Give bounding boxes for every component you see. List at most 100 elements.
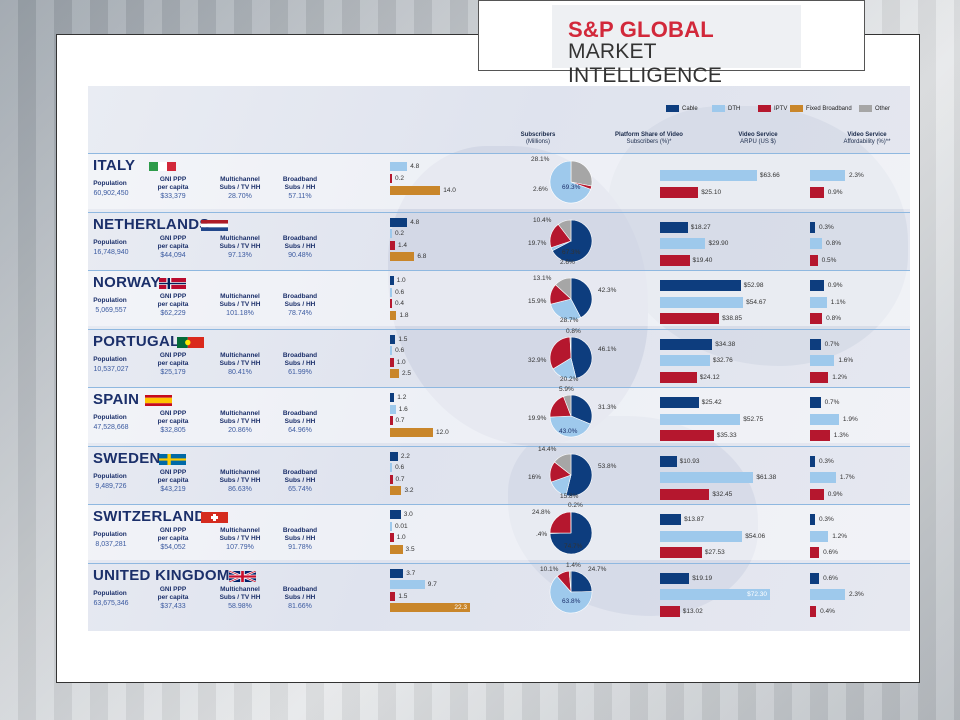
arpu-value: $27.53 [704,549,725,556]
logo-line-2: MARKET INTELLIGENCE [568,40,723,87]
afford-value: 0.6% [823,549,838,556]
afford-bar-dth [810,413,839,425]
broadband-value: 78.74% [288,310,312,317]
multichannel-value: 101.18% [226,310,254,317]
broadband-label: Broadband Subs / HH [272,527,328,543]
multichannel-label-line: Subs / TV HH [219,184,261,191]
arpu-bar-cable [660,280,741,291]
legend-label: DTH [728,106,741,113]
pie-label: 20.2% [560,375,579,383]
subs-value: 1.0 [396,358,406,366]
broadband-label: Broadband Subs / HH [272,586,328,602]
subs-bar-fixed-broadband [390,427,434,437]
subs-bar-fixed-broadband [390,486,402,495]
row-divider [88,387,910,388]
gni-value: $32,805 [160,427,186,434]
afford-value: 1.2% [832,373,848,381]
share-pie [549,394,593,438]
afford-bar-iptv [810,313,823,324]
arpu-value: $13.02 [682,607,703,615]
multichannel-label: Multichannel Subs / TV HH [210,469,270,485]
row-divider [88,153,910,154]
arpu-bar-dth [660,238,706,249]
arpu-bar-dth [660,589,770,600]
pie-label: 46.1% [598,345,617,353]
gni-label: GNI PPP per capita [148,352,198,368]
afford-bar-dth [810,296,827,308]
multichannel-label-line: Multichannel [220,585,260,593]
logo: S&P GLOBAL MARKET INTELLIGENCE [552,5,801,87]
flag-icon [201,218,228,231]
arpu-value: $32.76 [712,357,733,364]
subs-value: 0.7 [395,417,405,424]
gni-value: $62,229 [160,310,186,317]
multichannel-value: 28.70% [228,193,252,200]
pie-slice-dth [550,298,582,321]
multichannel-label-line: Multichannel [220,527,260,534]
pie-label: 28.7% [560,317,579,324]
afford-bar-iptv [810,605,817,617]
pie-slice-other [554,453,572,476]
pie-slice-other [555,277,572,300]
subs-value: 9.7 [427,581,437,588]
afford-bar-dth [810,170,845,181]
map-shape [388,146,648,446]
pie-label: 32.9% [528,356,547,364]
multichannel-label: Multichannel Subs / TV HH [210,352,270,368]
gni-label: GNI PPP per capita [148,410,198,426]
arpu-bar-dth [660,530,743,542]
gni-value: $43,219 [160,485,186,493]
gni-value: $54,052 [160,544,186,551]
broadband-value: 61.99% [288,368,312,376]
multichannel-value: 20.86% [228,427,252,434]
pie-label: 31.3% [598,404,617,411]
gni-label-line: GNI PPP [159,176,187,183]
row-divider [88,445,910,447]
multichannel-label: Multichannel Subs / TV HH [210,410,270,426]
subs-value: 0.2 [395,175,405,182]
pie-label: 2.6% [533,186,548,193]
flag-icon [149,159,176,171]
population-label: Population [93,472,127,480]
pie-label: 10.1% [540,565,559,573]
gni-label-line: per capita [157,359,189,367]
subs-value: 2.2 [400,452,410,460]
afford-bar-dth [810,355,835,366]
subs-value: 22.3 [454,604,467,611]
subs-value: 3.7 [406,569,416,577]
subs-bar-cable [390,568,404,578]
legend-item-other: Other [859,105,890,113]
pie-label: 69.3% [562,184,581,191]
arpu-bar-iptv [660,605,680,617]
header-subscribers-sub: (Millions) [526,139,550,145]
country-name: ITALY [93,157,136,174]
multichannel-label: Multichannel Subs / TV HH [210,176,270,192]
subs-bar-iptv [390,299,392,308]
subs-bar-dth [390,229,392,238]
arpu-value: $24.12 [699,373,720,381]
arpu-bar-iptv [660,547,702,558]
pie-label: 74.7% [564,543,583,550]
gni-label-line: GNI PPP [159,410,187,417]
row-divider [88,211,910,213]
country-name: SWEDEN [93,449,161,467]
pie-slice-iptv [549,511,572,534]
subs-bar-iptv [390,591,396,601]
pie-label: 67.3% [562,248,581,256]
share-pie [549,160,593,204]
flag-icon [159,452,186,465]
subs-bar-fixed-broadband [390,544,403,554]
arpu-bar-cable [660,572,690,584]
afford-value: 0.9% [827,282,843,289]
broadband-label-line: Subs / HH [284,301,316,308]
subs-value: 1.2 [397,394,407,401]
infographic: Subscribers (Millions) Platform Share of… [88,86,910,631]
gni-label: GNI PPP per capita [148,176,198,192]
arpu-bar-iptv [660,186,699,198]
subs-value: 0.4 [395,300,405,307]
afford-value: 1.6% [838,357,854,364]
broadband-label-line: Broadband [282,410,318,417]
pie-label: 24.7% [588,565,607,573]
subs-bar-dth [390,287,393,297]
pie-label: 63.8% [562,597,581,605]
